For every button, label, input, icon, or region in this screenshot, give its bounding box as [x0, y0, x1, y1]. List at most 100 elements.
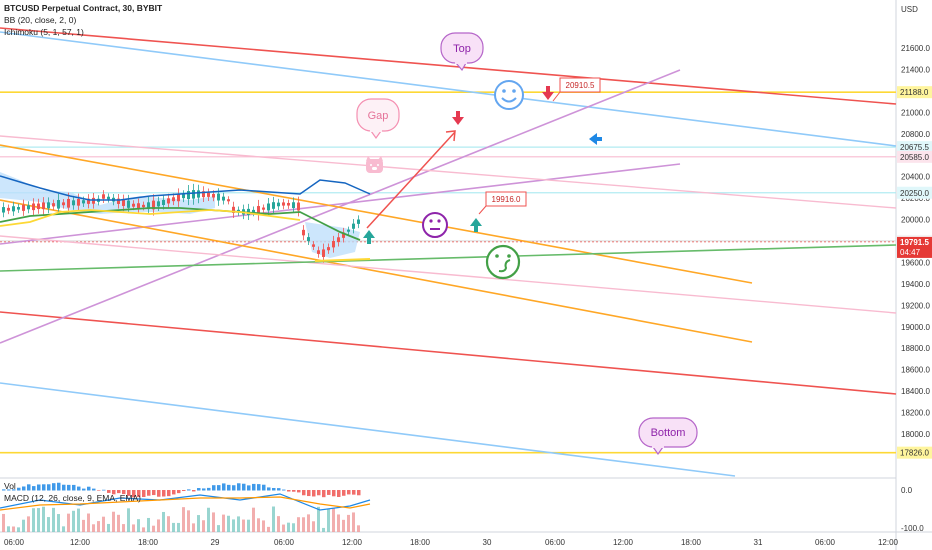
volume-bar — [202, 520, 205, 532]
macd-histogram-bar — [147, 490, 151, 496]
candle-body — [102, 194, 105, 199]
candle-body — [207, 192, 210, 197]
candle-body — [27, 205, 30, 210]
candle-body — [47, 202, 50, 209]
macd-histogram-bar — [172, 490, 176, 495]
candle-body — [157, 201, 160, 207]
trend-line[interactable] — [0, 31, 897, 147]
candle-body — [57, 200, 60, 209]
volume-bar — [282, 524, 285, 532]
projection-arrow[interactable] — [366, 131, 456, 229]
trend-line[interactable] — [0, 27, 897, 105]
price-axis-unit: USD — [901, 5, 918, 14]
volume-bar — [207, 507, 210, 532]
candle-body — [12, 206, 15, 212]
time-axis[interactable]: 06:00 12:00 18:00 29 06:00 12:00 18:00 30 06:00 1… — [4, 538, 899, 547]
macd-histogram-bar — [217, 485, 221, 491]
vol-label[interactable]: Vol — [4, 481, 16, 491]
time-tick-label: 30 — [483, 538, 492, 547]
volume-bar — [222, 514, 225, 532]
candle-body — [22, 204, 25, 211]
price-tag-label: 20675.5 — [900, 143, 929, 152]
gap-callout-label: Gap — [368, 110, 389, 122]
pig-icon — [366, 156, 383, 173]
trend-line[interactable] — [0, 199, 753, 343]
candle-body — [147, 202, 150, 210]
time-tick-label: 12:00 — [613, 538, 634, 547]
macd-histogram-bar — [207, 487, 211, 491]
candle-body — [37, 203, 40, 210]
macd-line — [0, 493, 371, 511]
volume-bar — [147, 517, 150, 532]
macd-histogram-bar — [272, 487, 276, 491]
candle-body — [162, 199, 165, 206]
trend-line[interactable] — [0, 135, 897, 209]
macd-histogram-bar — [32, 486, 36, 491]
trend-line[interactable] — [0, 244, 897, 272]
trend-line[interactable] — [0, 382, 736, 477]
candle-body — [202, 191, 205, 198]
price-note-low[interactable]: 19916.0 — [478, 191, 527, 215]
indicator-ichimoku-label[interactable]: Ichimoku (5, 1, 57, 1) — [4, 27, 84, 37]
price-note-high-label: 20910.5 — [566, 81, 595, 90]
up-arrow-icon — [363, 230, 375, 244]
volume-bar — [177, 522, 180, 532]
volume-bar — [217, 525, 220, 532]
price-tag-box — [897, 186, 932, 199]
price-tick-label: 20800.0 — [901, 130, 930, 139]
trend-line[interactable] — [0, 144, 753, 284]
trend-line[interactable] — [0, 235, 897, 314]
price-tick-label: 20400.0 — [901, 173, 930, 182]
current-price-countdown: 04:47 — [900, 248, 921, 257]
bb-middle-line — [0, 207, 361, 241]
trend-line[interactable] — [0, 69, 681, 344]
top-callout[interactable]: Top — [440, 32, 484, 72]
trend-line[interactable] — [0, 311, 897, 395]
volume-bar — [232, 519, 235, 532]
macd-histogram-bar — [337, 490, 341, 497]
macd-histogram-bar — [102, 489, 106, 491]
price-tag-box — [897, 141, 932, 154]
candle-body — [287, 202, 290, 206]
indicator-bb-label[interactable]: BB (20, close, 2, 0) — [4, 15, 76, 25]
volume-bar — [52, 507, 55, 532]
macd-histogram-bar — [292, 490, 296, 492]
candle-body — [152, 200, 155, 210]
gap-callout[interactable]: Gap — [356, 98, 400, 140]
macd-histogram-bar — [227, 484, 231, 491]
volume-bar — [42, 506, 45, 532]
price-note-high[interactable]: 20910.5 — [552, 77, 601, 102]
candle-body — [257, 206, 260, 215]
volume-bar — [22, 519, 25, 532]
trend-line[interactable] — [0, 163, 681, 245]
volume-bar — [167, 516, 170, 532]
candle-body — [347, 229, 350, 232]
volume-bar — [347, 514, 350, 532]
macd-histogram-bar — [252, 483, 256, 491]
macd-histogram-bar — [352, 490, 356, 495]
price-tick-label: 21000.0 — [901, 108, 930, 117]
price-tick-label: 19200.0 — [901, 301, 930, 310]
candle-body — [107, 196, 110, 200]
left-arrow-icon — [589, 133, 602, 145]
macd-histogram-bar — [72, 484, 76, 491]
volume-bar — [62, 526, 65, 532]
candle-body — [182, 194, 185, 199]
time-tick-label: 29 — [211, 538, 220, 547]
price-tag-box — [897, 150, 932, 163]
macd-histogram-bar — [222, 483, 226, 491]
volume-bar — [262, 520, 265, 532]
macd-histogram-bar — [232, 485, 236, 491]
macd-histogram-bar — [157, 490, 161, 497]
candle-body — [187, 191, 190, 200]
volume-bar — [342, 519, 345, 532]
volume-bar — [157, 519, 160, 532]
macd-histogram-bar — [327, 490, 331, 495]
candle-body — [282, 202, 285, 206]
macd-label[interactable]: MACD (12, 26, close, 9, EMA, EMA) — [4, 493, 141, 503]
macd-histogram-bar — [297, 490, 301, 493]
bottom-callout[interactable]: Bottom — [638, 417, 698, 456]
macd-histogram-bar — [142, 490, 146, 498]
up-arrow-icon — [470, 218, 482, 232]
